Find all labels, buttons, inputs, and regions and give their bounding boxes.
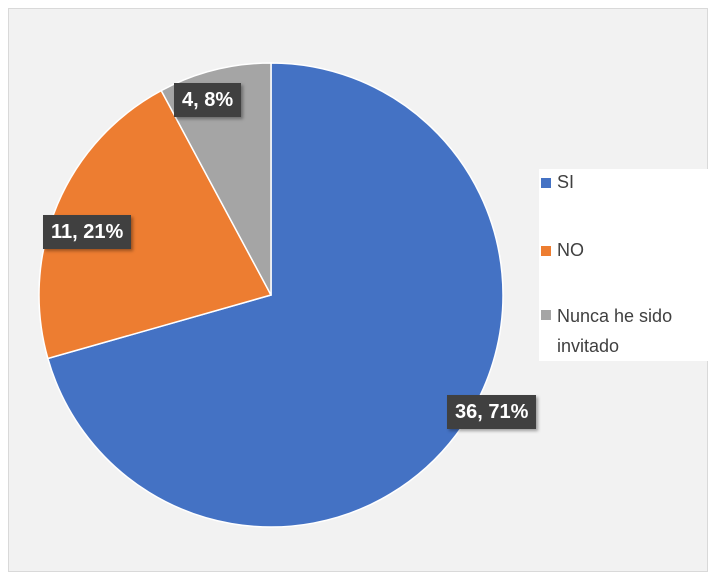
pie-chart (38, 62, 504, 528)
legend-label-no: NO (557, 240, 584, 260)
legend-swatch-nunca (541, 310, 551, 320)
data-label-si: 36, 71% (447, 395, 537, 429)
legend-label-si: SI (557, 172, 575, 192)
legend-label-nunca: Nunca he sido invitado (557, 306, 673, 356)
legend-swatch-no (541, 246, 551, 256)
data-label-no: 11, 21% (43, 215, 132, 249)
legend-item-si: SI (539, 169, 709, 195)
legend: SI NO Nunca he sido invitado (539, 169, 709, 361)
pie-slice-no (38, 89, 273, 360)
chart-area: 36, 71% 11, 21% 4, 8% SI NO Nunca he sid… (8, 8, 709, 572)
pie-slice-nunca (160, 62, 272, 296)
legend-item-nunca: Nunca he sido invitado (539, 301, 677, 361)
legend-swatch-si (541, 178, 551, 188)
legend-item-no: NO (539, 237, 709, 263)
data-label-nunca: 4, 8% (174, 83, 242, 117)
pie-slice-si (46, 62, 504, 528)
